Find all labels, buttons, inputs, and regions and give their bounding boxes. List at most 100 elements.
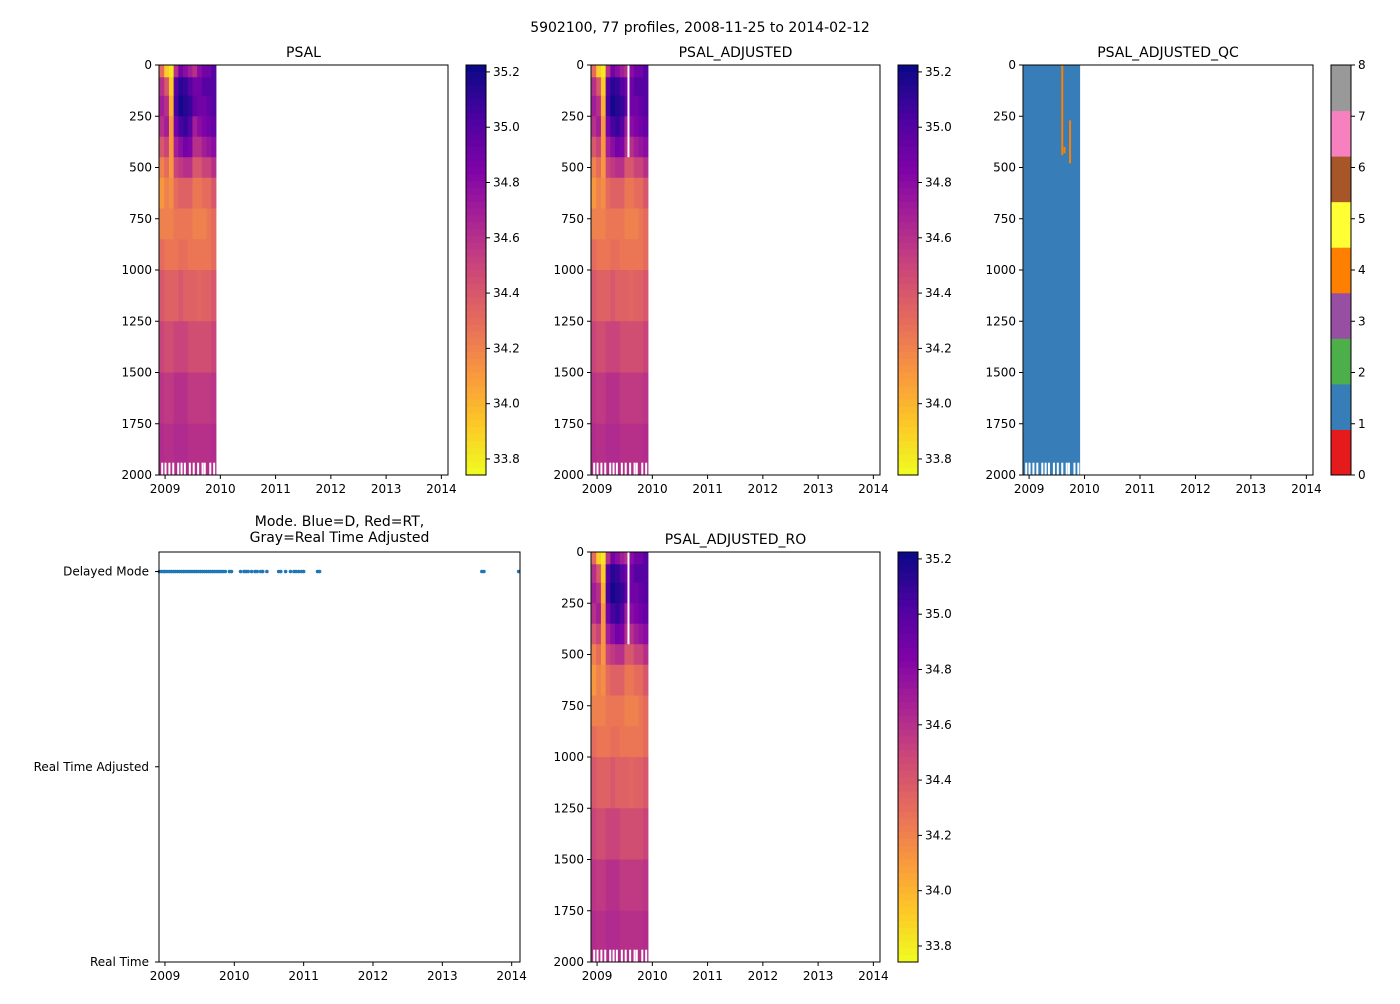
colorbar-segment xyxy=(898,552,918,560)
heatmap-cell xyxy=(610,582,616,604)
colorbar-tick-label: 2 xyxy=(1358,366,1366,380)
x-tick-label: 2009 xyxy=(1014,482,1045,496)
heatmap-cell xyxy=(591,564,597,584)
colorbar-segment xyxy=(1331,201,1351,248)
heatmap-cell xyxy=(600,157,607,179)
heatmap-cell xyxy=(600,65,607,78)
colorbar-segment xyxy=(466,283,486,292)
heatmap-cell xyxy=(206,321,212,373)
colorbar-segment xyxy=(898,249,918,257)
heatmap-cell xyxy=(600,623,607,645)
missing-data-bar xyxy=(1036,462,1039,475)
heatmap-cell xyxy=(168,116,175,138)
missing-data-bar xyxy=(161,462,164,475)
colorbar-segment xyxy=(898,900,918,908)
heatmap-cell xyxy=(591,270,597,322)
colorbar-segment xyxy=(466,242,486,251)
missing-data-bar xyxy=(612,462,615,475)
heatmap-cell xyxy=(633,65,640,78)
missing-data-bar xyxy=(609,462,612,475)
heatmap-cell xyxy=(605,208,611,240)
heatmap-cell xyxy=(629,910,635,963)
missing-data-bar xyxy=(168,462,171,475)
mode-point xyxy=(482,569,486,574)
colorbar-segment xyxy=(466,174,486,182)
heatmap-cell xyxy=(615,552,621,565)
heatmap-cell xyxy=(183,136,189,158)
heatmap-cell xyxy=(633,757,640,809)
heatmap-cell xyxy=(600,644,607,666)
heatmap-cell xyxy=(643,910,649,963)
heatmap-cell xyxy=(619,65,625,78)
heatmap-cell xyxy=(633,177,640,209)
colorbar-segment xyxy=(898,256,918,264)
heatmap-cell xyxy=(591,423,597,476)
heatmap-cell xyxy=(201,423,208,476)
heatmap-cell xyxy=(206,95,212,117)
heatmap-cell xyxy=(159,77,165,97)
mode-point xyxy=(238,569,243,574)
x-tick-label: 2009 xyxy=(582,969,613,983)
heatmap-cell xyxy=(591,65,597,78)
heatmap-cell xyxy=(629,136,635,158)
heatmap-cell xyxy=(596,136,602,158)
heatmap-cell xyxy=(619,808,625,860)
missing-data-bar xyxy=(604,462,607,475)
heatmap-cell xyxy=(178,157,184,179)
heatmap-cell xyxy=(596,695,602,727)
heatmap-cell xyxy=(201,239,208,271)
heatmap-cell xyxy=(619,136,625,158)
heatmap-cell xyxy=(596,644,602,666)
subplot-title: PSAL_ADJUSTED_RO xyxy=(665,532,807,548)
heatmap-cell xyxy=(596,372,602,425)
colorbar-segment xyxy=(898,927,918,936)
heatmap-cell xyxy=(183,321,189,373)
heatmap-cell xyxy=(159,423,165,476)
heatmap-cell xyxy=(591,603,597,625)
missing-data-bar xyxy=(645,949,648,962)
colorbar-segment xyxy=(466,379,486,387)
heatmap-cell xyxy=(610,564,616,584)
heatmap-cell xyxy=(638,270,644,322)
heatmap-cell xyxy=(168,321,175,373)
colorbar-segment xyxy=(466,447,486,456)
heatmap-cell xyxy=(610,208,616,240)
colorbar-segment xyxy=(898,304,918,312)
heatmap-cell xyxy=(211,177,217,209)
heatmap-cell xyxy=(643,726,649,758)
heatmap-cell xyxy=(596,270,602,322)
missing-data-bar xyxy=(1065,462,1068,475)
heatmap-cell xyxy=(183,95,189,117)
heatmap-cell xyxy=(187,77,193,97)
heatmap-cell xyxy=(591,623,597,645)
colorbar-segment xyxy=(898,675,918,683)
heatmap-cell xyxy=(197,95,203,117)
colorbar-segment xyxy=(466,406,486,415)
x-tick-label: 2014 xyxy=(496,969,527,983)
colorbar-segment xyxy=(898,907,918,915)
heatmap-cell xyxy=(605,564,611,584)
colorbar-segment xyxy=(898,565,918,574)
heatmap-cell xyxy=(615,695,621,727)
heatmap-cell xyxy=(605,695,611,727)
heatmap-cell xyxy=(211,321,217,373)
y-tick-label: Real Time xyxy=(90,955,149,969)
x-tick-label: 2014 xyxy=(426,482,457,496)
heatmap-cell xyxy=(610,136,616,158)
heatmap-cell xyxy=(600,910,607,963)
colorbar-segment xyxy=(898,365,918,374)
heatmap-cell xyxy=(615,239,621,271)
heatmap-cell xyxy=(596,664,602,696)
heatmap-cell xyxy=(605,372,611,425)
colorbar-segment xyxy=(898,126,918,134)
heatmap-cell xyxy=(610,808,616,860)
heatmap-cell xyxy=(615,808,621,860)
subplot-mode: 2009 2010 2011 2012 2013 2014 Real Time Real Ti… xyxy=(34,514,527,983)
heatmap-cell xyxy=(610,726,616,758)
colorbar-frame xyxy=(897,64,919,476)
heatmap-cell xyxy=(619,695,625,727)
colorbar-segment xyxy=(898,222,918,230)
heatmap-cell xyxy=(629,623,635,645)
colorbar-segment xyxy=(466,420,486,428)
colorbar-segment xyxy=(898,413,918,421)
